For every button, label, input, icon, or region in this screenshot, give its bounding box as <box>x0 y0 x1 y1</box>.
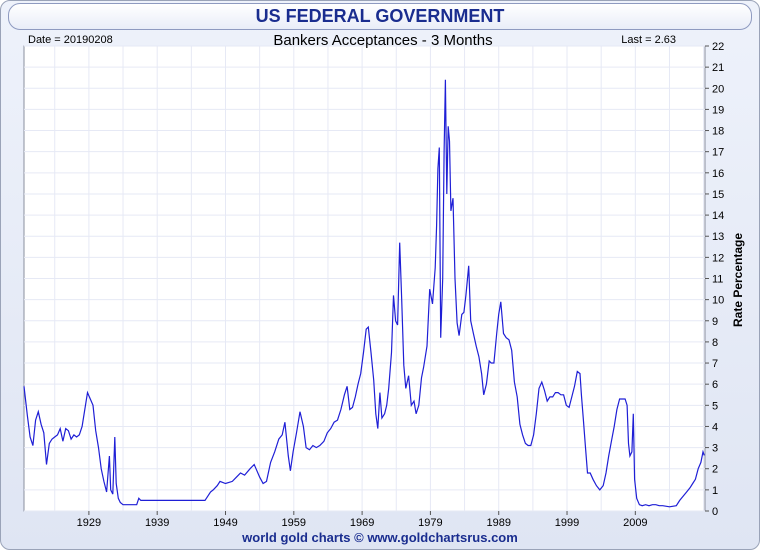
y-tick-label: 17 <box>712 147 724 159</box>
series-line <box>23 79 705 508</box>
y-tick-label: 7 <box>712 358 718 370</box>
y-tick-label: 11 <box>712 274 723 286</box>
grid <box>24 45 705 512</box>
y-tick-label: 6 <box>712 379 718 391</box>
x-tick-label: 1979 <box>418 517 442 529</box>
y-tick-label: 1 <box>712 485 718 497</box>
y-tick-label: 22 <box>712 41 724 53</box>
last-value-label: Last = 2.63 <box>621 34 676 46</box>
y-tick-label: 12 <box>712 252 724 264</box>
y-tick-label: 20 <box>712 83 724 95</box>
axis-ticks <box>88 45 709 515</box>
x-tick-label: 1949 <box>213 517 237 529</box>
x-tick-label: 1999 <box>555 517 579 529</box>
y-tick-label: 3 <box>712 443 718 455</box>
chart-subtitle: Bankers Acceptances - 3 Months <box>273 32 492 49</box>
y-tick-label: 8 <box>712 337 718 349</box>
y-tick-label: 15 <box>712 189 724 201</box>
date-label: Date = 20190208 <box>28 34 113 46</box>
y-tick-label: 10 <box>712 295 724 307</box>
x-tick-labels: 1929 1939 1949 1959 1969 1979 1989 1999 2009 <box>77 517 648 529</box>
footer-credit: world gold charts © www.goldchartsrus.co… <box>242 530 518 545</box>
x-tick-label: 1939 <box>145 517 169 529</box>
y-tick-label: 2 <box>712 464 718 476</box>
y-tick-label: 9 <box>712 316 718 328</box>
x-tick-label: 1969 <box>350 517 374 529</box>
y-tick-label: 19 <box>712 104 724 116</box>
y-tick-label: 5 <box>712 400 718 412</box>
y-tick-label: 0 <box>712 506 718 518</box>
x-tick-label: 1989 <box>486 517 510 529</box>
y-tick-label: 16 <box>712 168 724 180</box>
y-axis-label: Rate Percentage <box>731 233 745 327</box>
y-tick-label: 13 <box>712 231 724 243</box>
y-tick-label: 18 <box>712 126 724 138</box>
x-tick-label: 2009 <box>623 517 647 529</box>
title-bar: US FEDERAL GOVERNMENT <box>8 3 752 30</box>
chart-title: US FEDERAL GOVERNMENT <box>255 6 505 26</box>
y-tick-label: 4 <box>712 421 718 433</box>
x-tick-label: 1929 <box>77 517 101 529</box>
y-tick-label: 21 <box>712 62 724 74</box>
y-tick-label: 14 <box>712 210 724 222</box>
x-tick-label: 1959 <box>282 517 306 529</box>
